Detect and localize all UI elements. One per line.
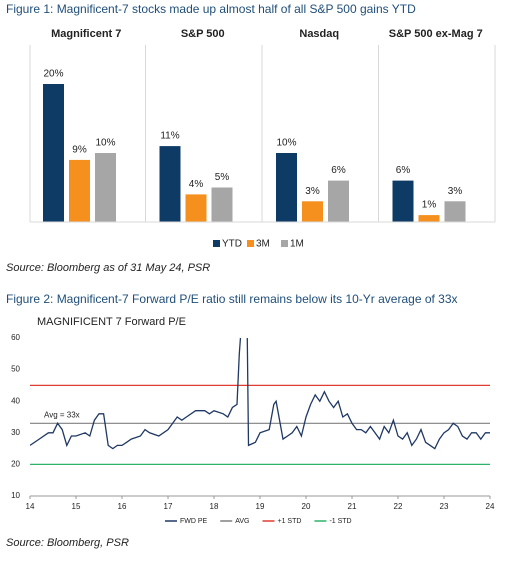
bar	[444, 201, 466, 222]
data-label: 11%	[160, 131, 179, 142]
data-label: 3%	[448, 186, 463, 197]
data-label: 1%	[422, 200, 437, 211]
data-label: 10%	[95, 138, 115, 149]
x-tick-label: 18	[210, 502, 219, 511]
x-tick-label: 20	[302, 502, 311, 511]
panel-header: S&P 500	[181, 28, 225, 40]
bar	[302, 201, 323, 222]
legend-label: -1 STD	[329, 518, 351, 525]
bar	[69, 159, 90, 222]
x-tick-label: 17	[164, 502, 173, 511]
annotation: Avg = 33x	[44, 410, 80, 419]
data-label: 9%	[72, 145, 87, 156]
x-tick-label: 22	[394, 502, 403, 511]
legend-label: YTD	[222, 239, 242, 250]
panel-header: Magnificent 7	[51, 28, 121, 40]
source-note: Source: Bloomberg, PSR	[6, 537, 129, 549]
bar	[211, 187, 233, 222]
x-tick-label: 14	[26, 502, 35, 511]
source-note: Source: Bloomberg as of 31 May 24, PSR	[6, 262, 210, 274]
data-label: 20%	[43, 69, 63, 80]
panel-header: S&P 500 ex-Mag 7	[389, 28, 483, 40]
data-label: 3%	[305, 186, 320, 197]
data-label: 10%	[276, 138, 296, 149]
y-tick-label: 20	[11, 460, 20, 469]
panel-header: Nasdaq	[299, 28, 339, 40]
x-tick-label: 24	[486, 502, 495, 511]
legend-swatch	[213, 240, 220, 247]
bar	[95, 153, 116, 222]
bar	[159, 146, 181, 222]
x-tick-label: 19	[256, 502, 265, 511]
y-tick-label: 30	[11, 428, 20, 437]
legend-swatch	[281, 240, 288, 247]
chart-title: MAGNIFICENT 7 Forward P/E	[37, 316, 186, 328]
y-tick-label: 10	[11, 491, 20, 500]
data-label: 5%	[215, 172, 230, 183]
y-tick-label: 50	[11, 365, 20, 374]
figure-caption: Figure 1: Magnificent-7 stocks made up a…	[6, 2, 416, 16]
bar	[418, 215, 440, 222]
data-label: 6%	[396, 165, 411, 176]
legend-label: 3M	[256, 239, 270, 250]
figure-caption: Figure 2: Magnificent-7 Forward P/E rati…	[6, 292, 458, 306]
bar	[392, 180, 414, 222]
plot-area	[30, 338, 490, 465]
data-line	[30, 338, 490, 450]
legend-label: +1 STD	[278, 518, 302, 525]
bar	[276, 153, 297, 222]
y-tick-label: 40	[11, 396, 20, 405]
data-label: 4%	[189, 179, 204, 190]
bar	[328, 180, 349, 222]
legend-label: AVG	[235, 518, 249, 525]
legend-label: 1M	[290, 239, 304, 250]
y-tick-label: 60	[11, 333, 20, 342]
legend-label: FWD PE	[180, 518, 208, 525]
legend-swatch	[247, 240, 254, 247]
bar	[185, 194, 207, 222]
x-tick-label: 23	[440, 502, 449, 511]
x-tick-label: 21	[348, 502, 357, 511]
bar	[43, 84, 64, 222]
x-tick-label: 16	[118, 502, 127, 511]
x-tick-label: 15	[72, 502, 81, 511]
data-label: 6%	[331, 165, 346, 176]
